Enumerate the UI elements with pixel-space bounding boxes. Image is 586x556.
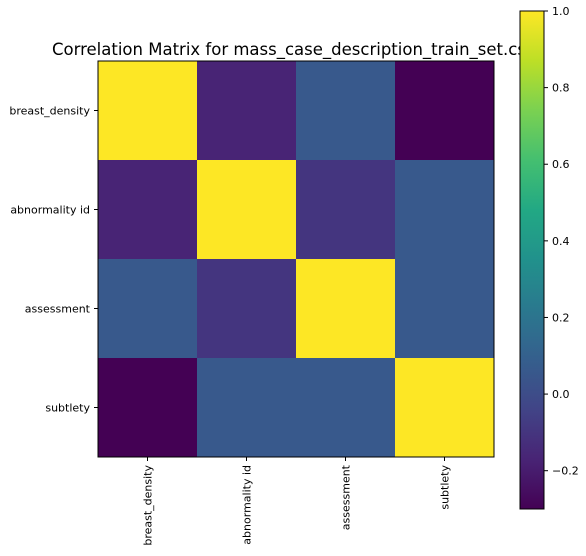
heatmap-cell-1-3	[395, 160, 494, 259]
y-tick-label: assessment	[25, 303, 91, 316]
heatmap-cell-0-2	[296, 61, 395, 160]
x-axis-ticks: breast_density abnormality id assessment su…	[142, 457, 452, 546]
colorbar: −0.2 0.0 0.2 0.4 0.6 0.8 1.0	[519, 5, 579, 510]
chart-title: Correlation Matrix for mass_case_descrip…	[52, 40, 536, 60]
colorbar-tick-label: 0.8	[552, 82, 570, 95]
y-tick-label: abnormality id	[10, 204, 90, 217]
heatmap-cell-2-0	[98, 259, 197, 358]
heatmap-cell-2-3	[395, 259, 494, 358]
heatmap-cell-0-3	[395, 61, 494, 160]
heatmap-cell-3-2	[296, 358, 395, 457]
heatmap-cell-3-3	[395, 358, 494, 457]
x-tick-label: breast_density	[142, 465, 155, 546]
heatmap-cell-1-1	[197, 160, 296, 259]
colorbar-frame	[519, 10, 545, 510]
colorbar-tick-label: 0.6	[552, 158, 570, 171]
colorbar-tick-label: 1.0	[552, 5, 570, 18]
x-tick-label: abnormality id	[241, 465, 254, 545]
heatmap-cells	[98, 61, 494, 457]
axes-frame	[97, 60, 495, 458]
heatmap-cell-3-0	[98, 358, 197, 457]
y-tick-label: breast_density	[9, 105, 90, 118]
y-tick-label: subtlety	[45, 402, 90, 415]
colorbar-tick-label: 0.0	[552, 388, 570, 401]
x-tick-label: subtlety	[439, 465, 452, 510]
x-tick-label: assessment	[340, 464, 353, 530]
colorbar-tick-label: 0.2	[552, 311, 570, 324]
heatmap-cell-2-1	[197, 259, 296, 358]
heatmap-cell-3-1	[197, 358, 296, 457]
heatmap-cell-0-0	[98, 61, 197, 160]
colorbar-tick-label: 0.4	[552, 235, 570, 248]
heatmap-cell-1-0	[98, 160, 197, 259]
heatmap-cell-0-1	[197, 61, 296, 160]
heatmap-cell-1-2	[296, 160, 395, 259]
colorbar-gradient	[520, 11, 544, 509]
y-axis-ticks: breast_density abnormality id assessment su…	[9, 105, 98, 415]
heatmap-cell-2-2	[296, 259, 395, 358]
colorbar-tick-label: −0.2	[552, 465, 579, 478]
